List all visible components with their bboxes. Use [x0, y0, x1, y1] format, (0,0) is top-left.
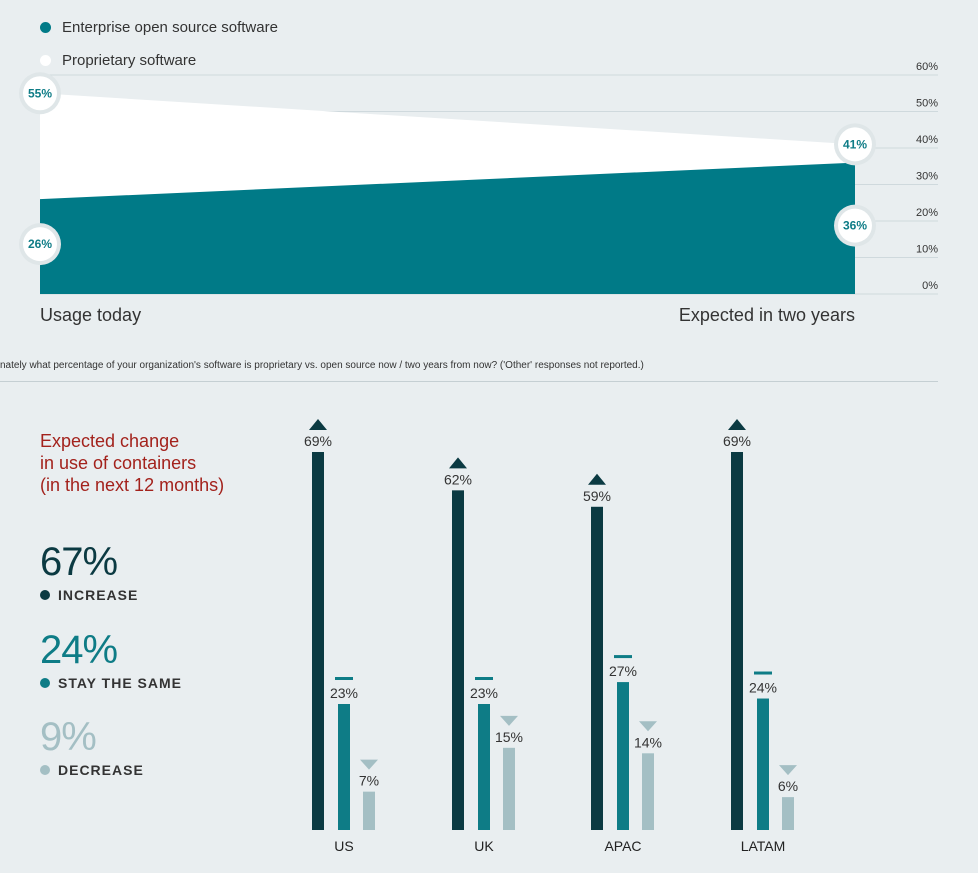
increase-dot-icon: [40, 590, 50, 600]
containers-headline: Expected change in use of containers (in…: [40, 430, 224, 496]
category-label: LATAM: [741, 838, 786, 854]
bubble-value-label: 26%: [28, 237, 52, 251]
bar-uk-increase: [452, 490, 464, 830]
bubble-proprietary-today: 55%: [19, 72, 61, 115]
open-source-area: [40, 162, 855, 294]
y-tick-label: 50%: [916, 98, 938, 110]
stat-same-value: 24%: [40, 628, 118, 672]
x-label-usage-today: Usage today: [40, 305, 142, 325]
x-label-expected-two-years: Expected in two years: [678, 305, 855, 325]
y-tick-label: 10%: [916, 244, 938, 256]
headline-line-3: (in the next 12 months): [40, 475, 225, 495]
bar-chart: 69% 23% 7% US 62% 23% 15% UK 59% 27% 14% APAC 69% 24%…: [304, 419, 798, 854]
y-tick-label: 0%: [922, 280, 938, 292]
legend-item-open-source: Enterprise open source software: [40, 19, 278, 36]
survey-question-footnote: nately what percentage of your organizat…: [0, 360, 644, 371]
bubble-fill: [838, 127, 872, 162]
decrease-dot-icon: [40, 765, 50, 775]
bubble-value-label: 55%: [28, 86, 52, 100]
bubble-open-source-today: 26%: [19, 223, 61, 266]
stat-increase-label: INCREASE: [40, 587, 138, 603]
stat-increase-value: 67%: [40, 540, 118, 584]
area-chart: 0% 10% 20% 30% 40% 50% 60% 55% 26% 41% 36%: [19, 61, 938, 295]
bar-value-label: 59%: [583, 488, 611, 504]
bar-apac-increase: [591, 506, 603, 830]
bar-latam-stay-the-same: [757, 698, 769, 830]
bar-value-label: 27%: [609, 663, 637, 679]
headline-line-1: Expected change: [40, 431, 180, 451]
legend-label-proprietary: Proprietary software: [62, 52, 197, 69]
bar-uk-stay-the-same: [478, 704, 490, 830]
decrease-triangle-icon: [360, 759, 378, 770]
category-label: UK: [474, 838, 494, 854]
increase-triangle-icon: [449, 457, 467, 469]
category-label: US: [334, 838, 353, 854]
bar-value-label: 23%: [470, 685, 498, 701]
y-tick-label: 20%: [916, 207, 938, 219]
bar-latam-decrease: [782, 797, 794, 830]
bar-us-increase: [312, 452, 324, 830]
bar-apac-decrease: [642, 753, 654, 830]
bar-value-label: 62%: [444, 471, 472, 487]
same-dot-icon: [40, 678, 50, 688]
stat-decrease-label: DECREASE: [40, 762, 144, 778]
same-dash-icon: [335, 677, 353, 680]
stat-increase-text: INCREASE: [58, 587, 139, 603]
increase-triangle-icon: [728, 419, 746, 430]
bar-us-stay-the-same: [338, 704, 350, 830]
stat-same-label: STAY THE SAME: [40, 675, 182, 691]
bar-apac-stay-the-same: [617, 682, 629, 830]
bar-value-label: 69%: [304, 433, 332, 449]
bubble-fill: [838, 208, 872, 243]
decrease-triangle-icon: [500, 715, 518, 726]
stat-decrease-value: 9%: [40, 715, 97, 759]
bubble-open-source-two-years: 36%: [834, 204, 876, 247]
y-tick-label: 30%: [916, 171, 938, 183]
increase-triangle-icon: [588, 473, 606, 485]
section-divider: [0, 381, 938, 382]
bubble-proprietary-two-years: 41%: [834, 123, 876, 166]
headline-line-2: in use of containers: [40, 453, 197, 473]
bubble-value-label: 41%: [843, 137, 867, 151]
bar-value-label: 7%: [359, 773, 379, 789]
bubble-fill: [23, 76, 57, 111]
stat-same-text: STAY THE SAME: [58, 675, 182, 691]
category-label: APAC: [604, 838, 641, 854]
decrease-triangle-icon: [779, 765, 797, 776]
bar-value-label: 24%: [749, 680, 777, 696]
bar-value-label: 23%: [330, 685, 358, 701]
bar-value-label: 15%: [495, 729, 523, 745]
legend-swatch-open-source: [40, 22, 51, 33]
same-dash-icon: [475, 677, 493, 680]
y-tick-label: 60%: [916, 61, 938, 73]
same-dash-icon: [754, 671, 772, 675]
bar-value-label: 14%: [634, 734, 662, 750]
y-tick-label: 40%: [916, 134, 938, 146]
legend-item-proprietary: Proprietary software: [40, 52, 196, 69]
increase-triangle-icon: [309, 419, 327, 430]
bar-uk-decrease: [503, 747, 515, 830]
decrease-triangle-icon: [639, 721, 657, 732]
legend-label-open-source: Enterprise open source software: [62, 19, 278, 36]
legend-swatch-proprietary: [40, 55, 51, 66]
bar-latam-increase: [731, 452, 743, 830]
bubble-fill: [23, 227, 57, 262]
bar-us-decrease: [363, 791, 375, 830]
same-dash-icon: [614, 655, 632, 659]
bar-value-label: 6%: [778, 778, 798, 794]
bubble-value-label: 36%: [843, 219, 867, 233]
stat-decrease-text: DECREASE: [58, 762, 144, 778]
bar-value-label: 69%: [723, 433, 751, 449]
